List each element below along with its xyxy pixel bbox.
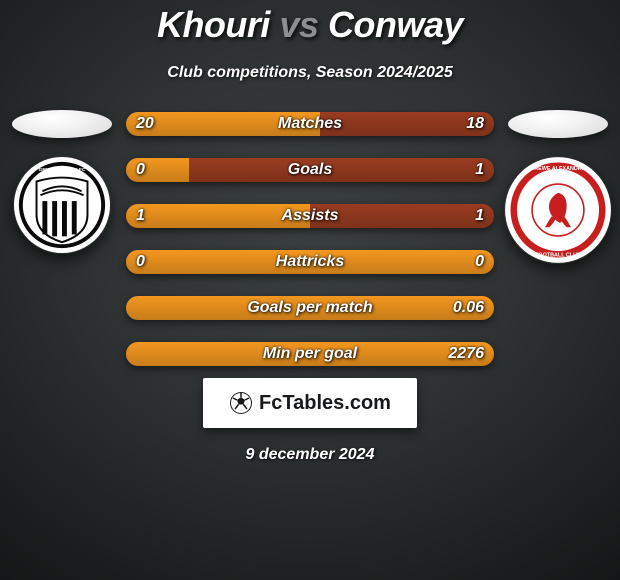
stat-seg-right bbox=[189, 158, 494, 182]
player1-head-icon bbox=[12, 110, 112, 138]
vs-text: vs bbox=[279, 4, 318, 45]
soccer-ball-icon bbox=[229, 391, 253, 415]
stat-label: Matches bbox=[278, 115, 342, 133]
player2-name: Conway bbox=[328, 4, 463, 45]
stat-value-right: 0 bbox=[475, 253, 484, 271]
date-text: 9 december 2024 bbox=[246, 446, 375, 464]
page-title: Khouri vs Conway bbox=[157, 4, 463, 46]
svg-text:CREWE ALEXANDRA: CREWE ALEXANDRA bbox=[530, 166, 585, 172]
stat-value-left: 20 bbox=[136, 115, 154, 133]
card: Khouri vs Conway Club competitions, Seas… bbox=[0, 0, 620, 580]
stat-value-right: 0.06 bbox=[453, 299, 484, 317]
player1-name: Khouri bbox=[157, 4, 270, 45]
stat-row: Matches 20 18 bbox=[126, 112, 494, 136]
stat-bars: Matches2018Goals01Assists11Hattricks00Go… bbox=[126, 110, 494, 366]
stat-label: Assists bbox=[282, 207, 339, 225]
stat-value-right: 2276 bbox=[448, 345, 484, 363]
stat-value-left: 0 bbox=[136, 253, 145, 271]
comparison-block: GRIMSBY TOWN FC Matches2018Goals01Assist… bbox=[0, 110, 620, 366]
stat-row: Goals 0 1 bbox=[126, 158, 494, 182]
stat-value-right: 18 bbox=[466, 115, 484, 133]
svg-text:GRIMSBY TOWN FC: GRIMSBY TOWN FC bbox=[39, 167, 86, 173]
stat-label: Goals per match bbox=[247, 299, 372, 317]
subtitle: Club competitions, Season 2024/2025 bbox=[167, 64, 452, 82]
stat-value-right: 1 bbox=[475, 207, 484, 225]
stat-label: Goals bbox=[288, 161, 332, 179]
player2-head-icon bbox=[508, 110, 608, 138]
stat-value-left: 1 bbox=[136, 207, 145, 225]
stat-row: Goals per match 0.06 bbox=[126, 296, 494, 320]
stat-row: Assists 1 1 bbox=[126, 204, 494, 228]
svg-text:FOOTBALL CLUB: FOOTBALL CLUB bbox=[535, 252, 581, 258]
stat-label: Hattricks bbox=[276, 253, 344, 271]
stat-row: Hattricks 0 0 bbox=[126, 250, 494, 274]
branding-text: FcTables.com bbox=[259, 392, 391, 415]
player1-club-badge: GRIMSBY TOWN FC bbox=[13, 156, 111, 254]
stat-value-right: 1 bbox=[475, 161, 484, 179]
branding-box: FcTables.com bbox=[203, 378, 417, 428]
stat-label: Min per goal bbox=[263, 345, 357, 363]
right-player-column: CREWE ALEXANDRA FOOTBALL CLUB bbox=[502, 110, 614, 264]
player2-club-badge: CREWE ALEXANDRA FOOTBALL CLUB bbox=[504, 156, 612, 264]
stat-row: Min per goal 2276 bbox=[126, 342, 494, 366]
left-player-column: GRIMSBY TOWN FC bbox=[6, 110, 118, 254]
stat-value-left: 0 bbox=[136, 161, 145, 179]
